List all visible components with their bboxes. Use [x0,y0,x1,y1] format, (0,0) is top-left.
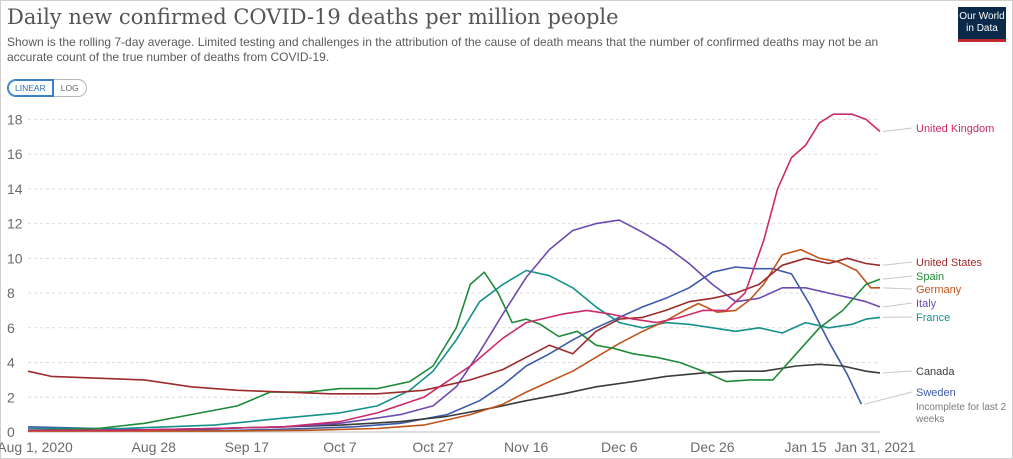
series-label-spain: Spain [916,271,944,283]
y-axis-ticks: 0 2 4 6 8 10 12 14 16 18 [7,111,23,440]
series-label-united-kingdom: United Kingdom [916,123,994,135]
label-leader-line [882,370,913,374]
gridlines [28,118,880,433]
series-line-united-states [27,257,881,395]
scale-toggle: LINEAR LOG [7,79,87,97]
x-tick-label: Oct 27 [412,439,453,455]
x-tick-label: Aug 1, 2020 [0,439,73,455]
series-line-sweden [27,266,863,432]
chart-title: Daily new confirmed COVID-19 deaths per … [7,5,619,29]
series-line-germany [28,248,880,432]
series-line-united-kingdom [28,113,881,432]
x-tick-label: Dec 26 [690,439,735,455]
x-tick-label: Dec 6 [601,439,638,455]
x-tick-label: Aug 28 [132,439,177,455]
x-tick-label: Jan 31, 2021 [835,439,916,455]
y-tick-label: 0 [7,424,15,440]
series-label-united-states: United States [916,257,983,269]
x-tick-label: Jan 15 [784,439,826,455]
sweden-note-line-2: weeks [915,414,944,425]
sweden-note-line-1: Incomplete for last 2 [916,402,1006,413]
logo-line-2: in Data [966,23,998,34]
label-leader-line [882,127,913,133]
y-tick-label: 2 [7,389,15,405]
label-leader-line [882,302,913,308]
y-tick-label: 10 [7,250,23,266]
x-tick-label: Sep 17 [225,439,270,455]
y-tick-label: 12 [7,216,23,232]
series-line-france [28,269,881,430]
y-tick-label: 16 [7,146,23,162]
label-leader-line [882,261,913,266]
series-line-italy [28,219,881,432]
label-leader-line [882,287,913,290]
label-leader-line [882,275,913,280]
x-axis-ticks: Aug 1, 2020 Aug 28 Sep 17 Oct 7 Oct 27 Nov 16… [0,439,916,455]
series-label-italy: Italy [916,298,937,310]
series-lines [27,113,881,432]
series-label-germany: Germany [916,284,962,296]
logo-line-1: Our World [959,11,1005,22]
linear-scale-button[interactable]: LINEAR [7,79,54,97]
x-tick-label: Oct 7 [323,439,357,455]
y-tick-label: 8 [7,285,15,301]
y-tick-label: 6 [7,320,15,336]
series-label-france: France [916,312,950,324]
log-scale-button[interactable]: LOG [53,79,87,97]
y-tick-label: 18 [7,111,23,127]
label-leader-line [864,391,913,405]
logo-accent-bar [958,39,1006,42]
x-tick-label: Nov 16 [504,439,549,455]
series-label-sweden: Sweden [916,387,956,399]
owid-logo[interactable]: Our World in Data [958,7,1006,39]
chart-subtitle: Shown is the rolling 7-day average. Limi… [7,35,879,64]
y-tick-label: 14 [7,181,23,197]
series-label-canada: Canada [916,366,955,378]
y-tick-label: 4 [7,355,15,371]
